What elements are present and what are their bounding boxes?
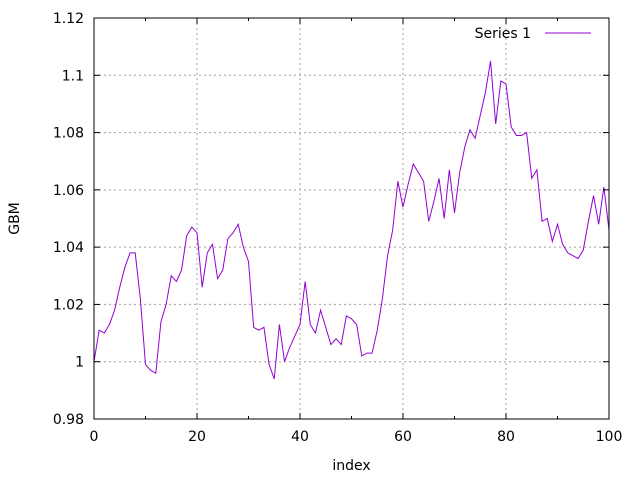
legend: Series 1 (475, 26, 591, 42)
series-layer (93, 60, 610, 380)
x-tick-label: 20 (188, 429, 206, 445)
x-tick-label: 80 (497, 429, 515, 445)
y-tick-label: 1.12 (53, 11, 84, 27)
plot-frame (93, 17, 610, 420)
y-axis-label: GBM (7, 202, 23, 235)
x-tick-label: 40 (291, 429, 309, 445)
y-tick-label: 1.08 (53, 126, 84, 142)
x-tick-label: 100 (596, 429, 623, 445)
grid-lines (94, 18, 609, 419)
y-tick-label: 1.04 (53, 240, 84, 256)
x-axis-label: index (332, 458, 370, 474)
y-tick-label: 1.02 (53, 297, 84, 313)
x-tick-label: 0 (90, 429, 99, 445)
y-tick-label: 0.98 (53, 412, 84, 428)
y-tick-label: 1 (75, 355, 84, 371)
tick-marks (93, 17, 610, 420)
x-tick-label: 60 (394, 429, 412, 445)
tick-labels: 0 20 40 60 80 100 0.98 1 1.02 1.04 1.06 1.08 1.1 1.12 (53, 11, 623, 445)
series-line (93, 60, 610, 380)
y-tick-label: 1.06 (53, 183, 84, 199)
legend-label: Series 1 (475, 26, 531, 42)
y-tick-label: 1.1 (62, 68, 84, 84)
